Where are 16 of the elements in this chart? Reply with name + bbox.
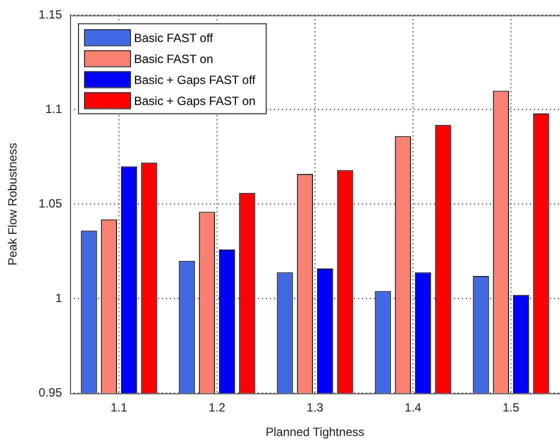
x-axis-title: Planned Tightness xyxy=(266,425,364,440)
legend-label: Basic FAST on xyxy=(134,52,214,66)
x-tick-label: 1.3 xyxy=(306,400,324,415)
y-axis-title: Peak Flow Robustness xyxy=(6,142,20,266)
x-tick-label: 1.4 xyxy=(404,400,422,415)
x-tick-label: 1.1 xyxy=(110,400,128,415)
x-tick-label: 1.2 xyxy=(208,400,226,415)
x-tick-label: 1.5 xyxy=(502,400,520,415)
y-tick-label: 1.1 xyxy=(45,102,62,116)
legend-label: Basic + Gaps FAST on xyxy=(134,94,256,108)
y-tick-label: 1 xyxy=(55,291,62,306)
y-tick-label: 1.05 xyxy=(38,196,62,211)
y-tick-label: 0.95 xyxy=(38,386,62,400)
legend-label: Basic + Gaps FAST off xyxy=(134,73,256,88)
y-tick-label: 1.15 xyxy=(38,8,62,22)
legend-label: Basic FAST off xyxy=(134,31,214,46)
